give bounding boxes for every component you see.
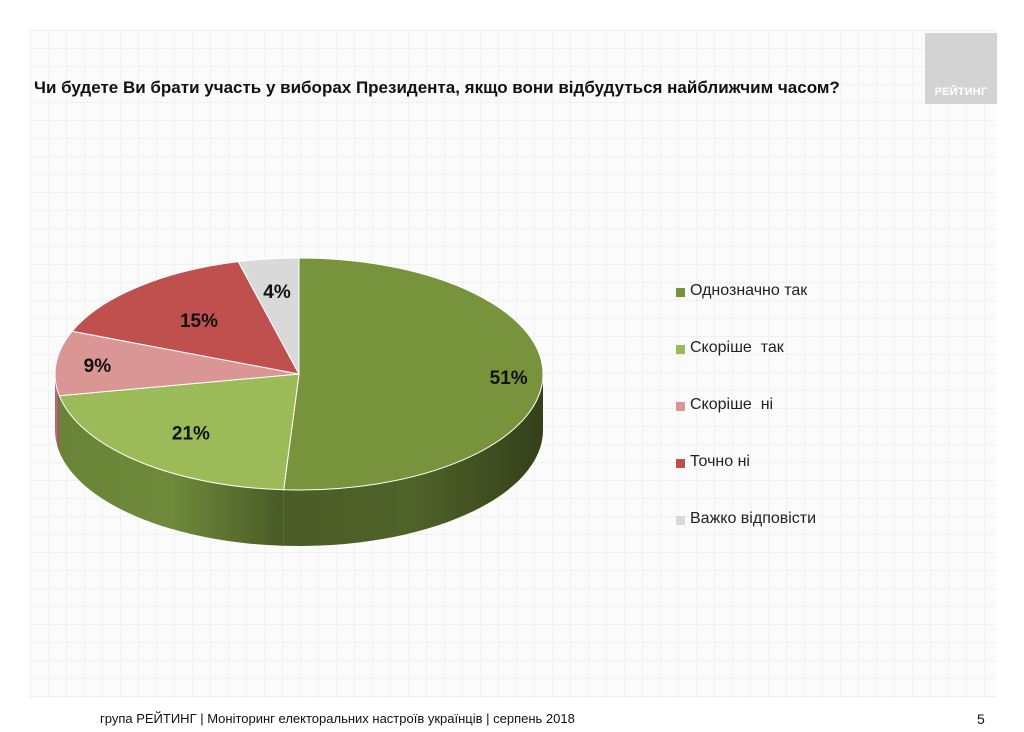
chart-title: Чи будете Ви брати участь у виборах През… — [34, 78, 840, 97]
footer-text: група РЕЙТИНГ | Моніторинг електоральних… — [100, 711, 575, 726]
data-label-4: 4% — [263, 282, 291, 303]
legend-swatch-1 — [676, 345, 685, 354]
pie-slice-скоріше-ні — [54, 330, 300, 397]
legend: Однозначно так Скоріше так Скоріше ні Точно… — [676, 282, 976, 567]
data-label-0: 51% — [490, 368, 528, 389]
data-label-2: 9% — [84, 356, 112, 377]
pie-side-shade-1 — [59, 395, 284, 546]
legend-swatch-0 — [676, 288, 685, 297]
logo-text: РЕЙТИНГ — [934, 86, 988, 98]
data-label-3: 15% — [180, 311, 218, 332]
legend-item-3: Точно ні — [676, 453, 976, 510]
pie-sides — [55, 374, 543, 546]
legend-item-4: Важко відповісти — [676, 510, 976, 567]
legend-label-3: Точно ні — [690, 453, 750, 470]
legend-label-0: Однозначно так — [690, 282, 808, 299]
data-label-1: 21% — [172, 423, 210, 444]
legend-label-1: Скоріше так — [690, 339, 784, 356]
page-number: 5 — [977, 711, 985, 727]
legend-item-1: Скоріше так — [676, 339, 976, 396]
legend-swatch-2 — [676, 402, 685, 411]
legend-label-2: Скоріше ні — [690, 396, 774, 413]
legend-label-4: Важко відповісти — [690, 510, 817, 527]
legend-item-2: Скоріше ні — [676, 396, 976, 453]
pie-labels: 51% 21% 9% 15% 4% — [84, 282, 528, 444]
pie-side-shade-0 — [283, 374, 543, 546]
pie-slice-точно-ні — [71, 261, 300, 375]
pie-slice-важко-відповісти — [237, 257, 300, 375]
legend-swatch-3 — [676, 459, 685, 468]
legend-item-0: Однозначно так — [676, 282, 976, 339]
pie-slice-скоріше-так — [58, 373, 300, 491]
pie-tops — [54, 257, 544, 491]
logo: РЕЙТИНГ — [925, 33, 997, 104]
legend-swatch-4 — [676, 516, 685, 525]
pie-slice-однозначно-так — [283, 257, 544, 491]
